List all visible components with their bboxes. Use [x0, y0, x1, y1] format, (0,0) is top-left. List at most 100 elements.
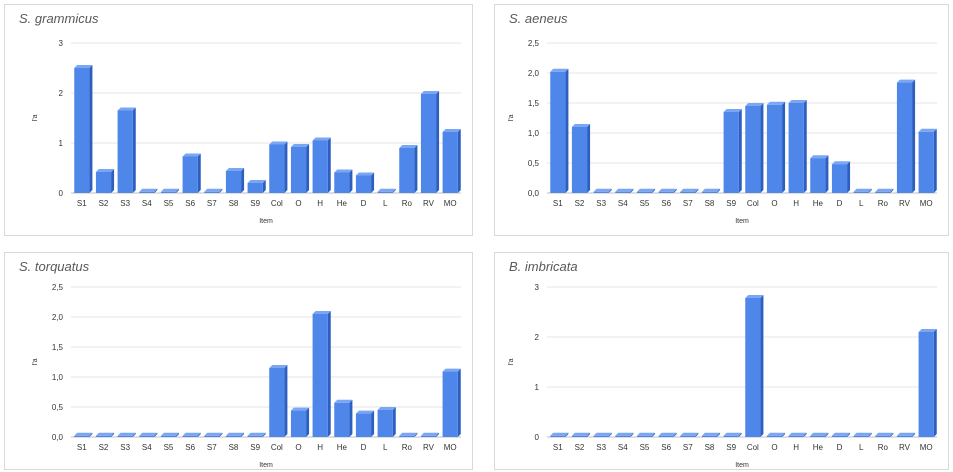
bar [788, 432, 807, 437]
bar-front [701, 435, 718, 437]
chart-title: B. imbricata [509, 259, 578, 274]
bar-side [738, 109, 742, 193]
bar [290, 144, 310, 193]
bar-side [760, 295, 764, 437]
bar-front [593, 191, 609, 193]
bar-front [658, 435, 674, 437]
bar-side [695, 432, 699, 437]
bar-front [74, 68, 90, 193]
bar-side [673, 432, 677, 437]
bar-front [420, 435, 437, 437]
x-tick-label: He [813, 443, 824, 452]
bar-top [95, 432, 115, 436]
bar-front [442, 132, 458, 193]
chart-panel-s-torquatus: S. torquatus 0,0 0,5 1,0 1,5 2,0 2,5 I'a S1 S2 S3… [4, 252, 473, 470]
bar [290, 407, 310, 437]
x-tick-label: D [837, 443, 843, 452]
bar [788, 100, 807, 193]
chart-title: S. grammicus [19, 11, 99, 26]
bar-front [636, 435, 653, 437]
bar [247, 180, 266, 193]
x-tick-label: RV [423, 443, 435, 452]
bar [615, 188, 634, 193]
bar-front [896, 435, 913, 437]
x-tick-label: H [317, 199, 323, 208]
bar-front [896, 82, 913, 193]
bar-top [550, 68, 569, 72]
bar-front [766, 435, 783, 437]
bar-top [918, 329, 937, 332]
bar-side [241, 432, 245, 437]
bar [420, 91, 440, 193]
bar-front [182, 435, 198, 437]
bar [334, 399, 353, 437]
bar-side [111, 432, 115, 437]
bar-front [788, 103, 804, 193]
bar-top [182, 153, 201, 157]
bar-front [701, 191, 718, 193]
y-tick-label: 2,5 [528, 39, 540, 48]
bar-top [95, 169, 115, 172]
bar [550, 68, 569, 193]
chart-panel-b-imbricata: B. imbricata 0 1 2 3 I'a S1 S2 S3 S4 S5 S6 S7 S8 S9 Co… [494, 252, 949, 470]
bar-front [745, 106, 761, 193]
chart-panel-s-aeneus: S. aeneus 0,0 0,5 1,0 1,5 2,0 2,5 I'a S1 S2 S3 S4 S… [494, 4, 949, 236]
bar-side [933, 329, 937, 437]
bar [139, 432, 158, 437]
bar-front [680, 191, 696, 193]
bar [896, 79, 916, 193]
x-tick-label: Ro [402, 443, 413, 452]
bar-side [371, 410, 375, 437]
x-tick-label: Ro [878, 443, 889, 452]
y-tick-label: 1,5 [52, 343, 64, 352]
bar-side [782, 101, 786, 193]
bar-front [723, 112, 739, 193]
x-tick-label: H [317, 443, 323, 452]
y-axis-label: I'a [32, 358, 39, 365]
bar-top [571, 432, 591, 436]
bar-front [810, 435, 826, 437]
bar-front [831, 435, 848, 437]
bar-side [436, 91, 440, 193]
bar-side [349, 399, 353, 437]
bar-front [615, 191, 631, 193]
bar-side [176, 432, 180, 437]
bar-front [550, 71, 566, 193]
bar [95, 169, 115, 193]
bar-top [875, 432, 894, 436]
bar [680, 432, 699, 437]
bar-chart: 0 1 2 3 I'a S1 S2 S3 S4 S5 S6 S7 S8 S9 Col O H He D L Ro RV MO… [32, 39, 461, 225]
x-tick-label: D [837, 199, 843, 208]
bar-front [875, 191, 891, 193]
bar-side [847, 432, 851, 437]
bar-front [355, 175, 372, 193]
x-tick-label: S9 [250, 443, 260, 452]
bar-top [593, 188, 612, 192]
chart-panel-s-grammicus: S. grammicus 0 1 2 3 I'a S1 S2 S3 S4 S5 S6 S7 S8 S9 Co… [4, 4, 473, 236]
bar-top [701, 188, 721, 192]
y-tick-label: 0,0 [52, 433, 64, 442]
x-tick-label: S7 [207, 199, 217, 208]
bar-top [810, 155, 829, 159]
x-tick-label: He [337, 199, 348, 208]
y-tick-label: 2 [59, 89, 64, 98]
y-tick-label: 0 [59, 189, 64, 198]
x-tick-label: Ro [878, 199, 889, 208]
bar-side [630, 188, 634, 193]
bar-top [831, 432, 851, 436]
bar [74, 65, 93, 193]
bar [399, 145, 418, 193]
bar [269, 365, 288, 437]
bar [247, 432, 266, 437]
bar-front [182, 156, 198, 193]
x-tick-label: S5 [640, 199, 650, 208]
bar [74, 432, 93, 437]
bar-top [377, 407, 396, 410]
bar-top [420, 432, 440, 436]
x-tick-label: MO [444, 199, 457, 208]
bar-top [788, 432, 807, 436]
bar-side [890, 188, 894, 193]
bar-chart: 0,0 0,5 1,0 1,5 2,0 2,5 I'a S1 S2 S3 S4 S5 S6 S7 S8 S9 C… [32, 283, 461, 469]
x-tick-label: S8 [229, 443, 239, 452]
x-tick-label: O [295, 443, 301, 452]
